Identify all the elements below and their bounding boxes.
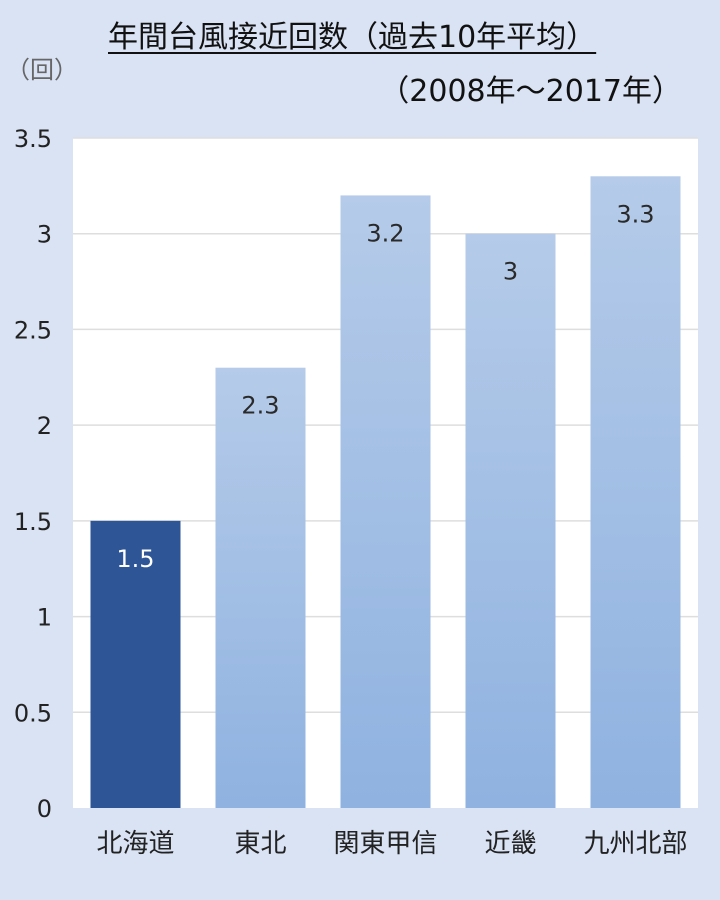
y-tick-label: 3.5 [14,125,52,153]
data-label: 1.5 [116,545,154,573]
data-label: 3 [503,258,518,286]
x-category-label: 近畿 [484,829,536,859]
bar [90,520,181,808]
x-category-label: 関東甲信 [333,829,437,859]
chart-title: 年間台風接近回数（過去10年平均） [108,20,597,55]
data-label: 3.3 [616,200,654,228]
bar [215,367,306,808]
chart-subtitle: （2008年〜2017年） [379,74,682,109]
x-category-label: 九州北部 [583,829,687,859]
y-tick-label: 2.5 [14,316,52,344]
bar [590,176,681,809]
data-labels: 1.5 2.3 3.2 3 3.3 [116,200,654,573]
x-axis: 北海道 東北 関東甲信 近畿 九州北部 [96,829,687,859]
chart-title-block: 年間台風接近回数（過去10年平均） [108,18,596,58]
y-tick-label: 1 [37,604,52,632]
bar [465,233,556,808]
y-axis-unit-label: （回） [6,56,78,84]
y-tick-label: 1.5 [14,508,52,536]
y-axis: 0 0.5 1 1.5 2 2.5 3 3.5 [14,125,52,823]
y-tick-label: 2 [37,412,52,440]
x-category-label: 北海道 [96,829,174,859]
data-label: 2.3 [241,392,279,420]
y-tick-label: 0 [37,795,52,823]
bars [90,176,681,809]
x-category-label: 東北 [234,829,286,859]
y-tick-label: 0.5 [14,699,52,727]
data-label: 3.2 [366,219,404,247]
y-tick-label: 3 [37,221,52,249]
bar [340,195,431,808]
